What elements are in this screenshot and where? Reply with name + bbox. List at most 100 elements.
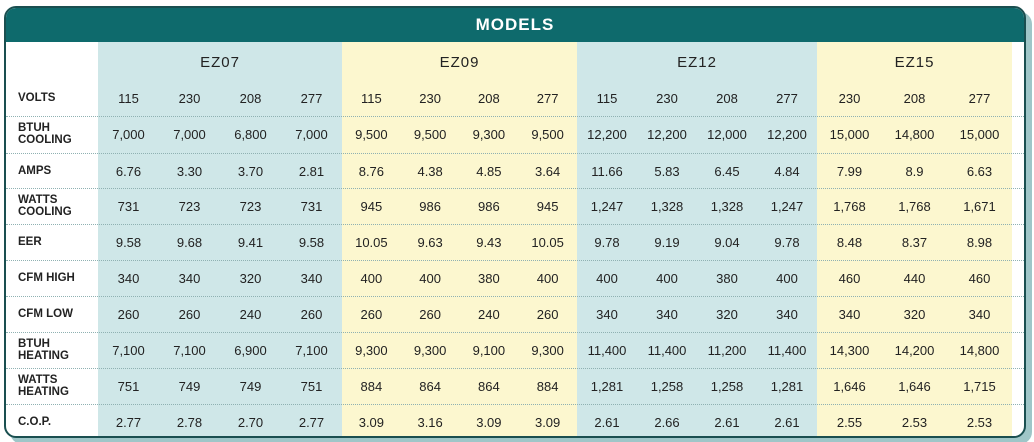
volts-value: 277 [968, 90, 991, 106]
row-label: AMPS [18, 165, 52, 177]
table-cell: 3.09 [358, 414, 385, 430]
table-cell: 751 [117, 378, 140, 394]
row-separator [6, 368, 1024, 369]
table-cell: 400 [596, 270, 618, 286]
table-cell: 1,281 [590, 378, 624, 394]
table-cell: 3.09 [476, 414, 502, 430]
table-cell: 9.04 [714, 234, 740, 250]
table-cell: 11,400 [647, 342, 687, 358]
row-label: BTUH COOLING [18, 122, 72, 146]
volts-value: 208 [478, 90, 500, 106]
table-cell: 1,671 [963, 198, 996, 214]
table-cell: 2.70 [237, 414, 264, 430]
row-label: CFM HIGH [18, 272, 75, 284]
table-cell: 945 [536, 198, 559, 214]
table-cell: 1,646 [833, 378, 866, 394]
table-cell: 14,800 [894, 126, 935, 142]
model-name: EZ09 [439, 53, 480, 71]
model-name: EZ15 [894, 53, 935, 71]
volts-value: 277 [536, 90, 559, 106]
table-cell: 9.78 [774, 234, 800, 250]
table-cell: 9.19 [654, 234, 680, 250]
table-cell: 12,200 [647, 126, 687, 142]
table-cell: 400 [656, 270, 678, 286]
table-cell: 7,100 [295, 342, 328, 358]
row-separator [6, 296, 1024, 297]
table-cell: 8.48 [836, 234, 863, 250]
table-cell: 2.66 [654, 414, 680, 430]
table-cell: 1,768 [898, 198, 931, 214]
table-cell: 15,000 [829, 126, 870, 142]
table-cell: 4.85 [476, 163, 502, 179]
row-separator [6, 260, 1024, 261]
table-cell: 10.05 [355, 234, 388, 250]
table-cell: 260 [419, 306, 441, 322]
table-cell: 1,258 [710, 378, 744, 394]
row-label: CFM LOW [18, 308, 73, 320]
table-cell: 5.83 [654, 163, 680, 179]
table-cell: 14,300 [829, 342, 870, 358]
table-cell: 260 [536, 306, 559, 322]
table-cell: 460 [968, 270, 991, 286]
table-cell: 7,100 [173, 342, 206, 358]
table-cell: 340 [596, 306, 618, 322]
table-cell: 340 [838, 306, 861, 322]
row-label: BTUH HEATING [18, 338, 69, 362]
table-cell: 10.05 [531, 234, 564, 250]
model-band [98, 42, 342, 436]
table-cell: 864 [478, 378, 500, 394]
table-cell: 8.9 [905, 163, 924, 179]
table-cell: 340 [178, 270, 201, 286]
row-separator [6, 153, 1024, 154]
model-band [577, 42, 817, 436]
spec-table: MODELS EZ07 115 230 208 277 EZ09 115 230 208 277 E… [4, 6, 1026, 438]
row-label: WATTS HEATING [18, 374, 69, 398]
table-cell: 8.37 [901, 234, 928, 250]
table-title: MODELS [6, 8, 1024, 42]
row-separator [6, 404, 1024, 405]
table-cell: 11.66 [591, 163, 623, 179]
table-cell: 260 [300, 306, 323, 322]
table-cell: 723 [178, 198, 201, 214]
volts-value: 277 [300, 90, 323, 106]
volts-value: 277 [776, 90, 798, 106]
row-separator [6, 116, 1024, 117]
row-separator [6, 224, 1024, 225]
table-cell: 340 [656, 306, 678, 322]
table-cell: 749 [178, 378, 201, 394]
table-cell: 7,000 [295, 126, 328, 142]
row-separator [6, 188, 1024, 189]
table-cell: 9,300 [531, 342, 564, 358]
table-cell: 2.61 [774, 414, 800, 430]
table-cell: 400 [536, 270, 559, 286]
table-cell: 6,800 [234, 126, 267, 142]
table-cell: 6,900 [234, 342, 267, 358]
table-cell: 2.77 [115, 414, 142, 430]
table-cell: 2.78 [176, 414, 203, 430]
table-cell: 9,100 [472, 342, 506, 358]
table-cell: 2.53 [966, 414, 993, 430]
volts-value: 208 [903, 90, 926, 106]
table-cell: 2.55 [836, 414, 863, 430]
table-cell: 9,300 [472, 126, 506, 142]
table-cell: 731 [117, 198, 140, 214]
volts-value: 208 [239, 90, 262, 106]
table-cell: 340 [117, 270, 140, 286]
table-cell: 749 [239, 378, 262, 394]
table-cell: 400 [776, 270, 798, 286]
table-cell: 14,200 [894, 342, 935, 358]
table-cell: 7,000 [112, 126, 145, 142]
table-cell: 9.78 [594, 234, 620, 250]
table-cell: 14,800 [959, 342, 1000, 358]
table-cell: 986 [478, 198, 500, 214]
table-cell: 9,500 [355, 126, 388, 142]
table-cell: 9.68 [176, 234, 203, 250]
table-cell: 9,300 [355, 342, 388, 358]
table-cell: 9,500 [413, 126, 447, 142]
table-cell: 12,200 [767, 126, 807, 142]
table-cell: 460 [838, 270, 861, 286]
table-cell: 3.70 [237, 163, 264, 179]
table-cell: 3.30 [176, 163, 203, 179]
table-cell: 864 [419, 378, 441, 394]
